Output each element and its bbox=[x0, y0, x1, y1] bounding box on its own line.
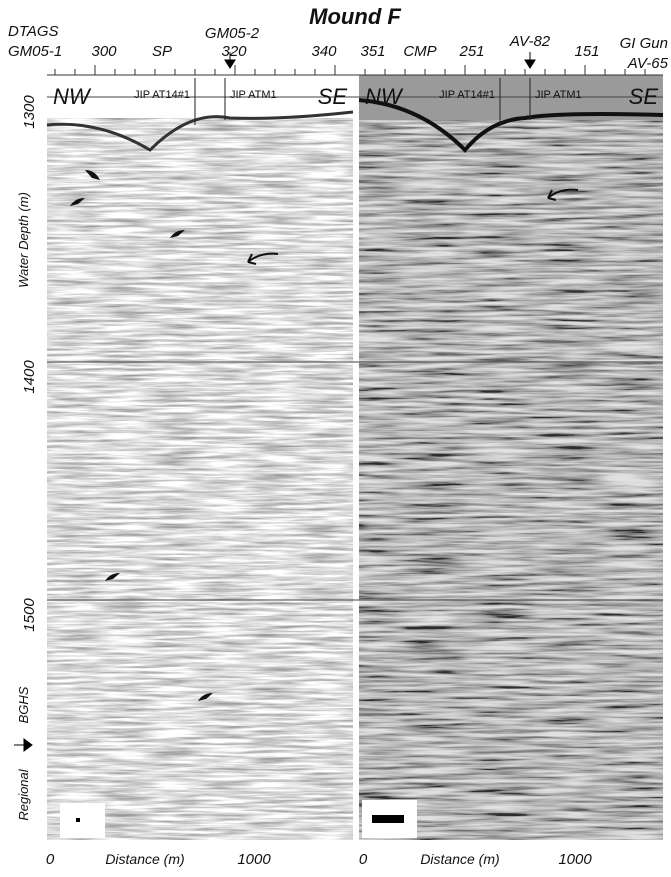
x-axis-label: Distance (m) bbox=[105, 851, 184, 867]
depth-lines bbox=[47, 96, 663, 601]
arrow bbox=[198, 693, 213, 701]
source-label: DTAGS bbox=[8, 23, 59, 40]
direction-label: SE bbox=[318, 84, 348, 109]
arrow bbox=[170, 230, 185, 238]
depth-tick: 1500 bbox=[21, 598, 38, 632]
scale-box bbox=[60, 803, 105, 838]
left-panel bbox=[46, 75, 354, 840]
depth-tick: 1300 bbox=[21, 95, 38, 129]
ruler bbox=[47, 65, 663, 76]
x-axis-label: Distance (m) bbox=[420, 851, 499, 867]
sp-tick: 340 bbox=[311, 43, 337, 60]
x-tick: 0 bbox=[46, 851, 55, 868]
arrow bbox=[247, 252, 279, 265]
scale-mark bbox=[76, 818, 80, 822]
line-label: GM05-1 bbox=[8, 43, 62, 60]
seafloor bbox=[46, 110, 354, 152]
well-label: JIP AT14#1 bbox=[439, 89, 495, 101]
x-tick: 1000 bbox=[237, 851, 271, 868]
arrow bbox=[85, 170, 100, 180]
cmp-tick: 351 bbox=[360, 43, 385, 60]
annotation-arrows bbox=[70, 170, 579, 701]
well-lines bbox=[194, 78, 531, 125]
x-tick: 1000 bbox=[558, 851, 592, 868]
well-label: JIP AT14#1 bbox=[134, 89, 190, 101]
axis-label: CMP bbox=[403, 43, 436, 60]
cmp-tick: 251 bbox=[458, 43, 484, 60]
bghs-label: BGHS bbox=[16, 686, 31, 723]
cmp-tick: 151 bbox=[574, 43, 599, 60]
arrow bbox=[547, 188, 579, 201]
direction-label: SE bbox=[629, 84, 659, 109]
right-panel bbox=[358, 75, 664, 840]
sp-tick: 300 bbox=[91, 43, 117, 60]
direction-label: NW bbox=[53, 84, 92, 109]
scale-mark bbox=[372, 815, 404, 823]
depth-tick: 1400 bbox=[21, 360, 38, 394]
sp-tick: 320 bbox=[221, 43, 247, 60]
well-label: JIP ATM1 bbox=[535, 89, 582, 101]
arrow bbox=[105, 573, 120, 581]
title: Mound F bbox=[309, 4, 401, 29]
source-label: GI Gun bbox=[620, 35, 668, 52]
marker-label: AV-82 bbox=[509, 33, 551, 50]
y-axis-label: Water Depth (m) bbox=[16, 192, 31, 288]
axis-label: SP bbox=[152, 43, 172, 60]
arrow bbox=[70, 198, 85, 206]
seismic-texture bbox=[359, 120, 663, 840]
seafloor bbox=[358, 98, 664, 153]
marker-label: GM05-2 bbox=[205, 25, 260, 42]
marker-arrow bbox=[224, 52, 236, 69]
bghs-arrow bbox=[14, 738, 33, 752]
x-tick: 0 bbox=[359, 851, 368, 868]
direction-label: NW bbox=[365, 84, 404, 109]
marker-arrow bbox=[524, 52, 536, 69]
seismic-texture bbox=[47, 118, 353, 840]
line-label: AV-65 bbox=[627, 55, 669, 72]
well-label: JIP ATM1 bbox=[230, 89, 277, 101]
bghs-label: Regional bbox=[16, 768, 31, 820]
ruler-ticks bbox=[54, 65, 646, 75]
